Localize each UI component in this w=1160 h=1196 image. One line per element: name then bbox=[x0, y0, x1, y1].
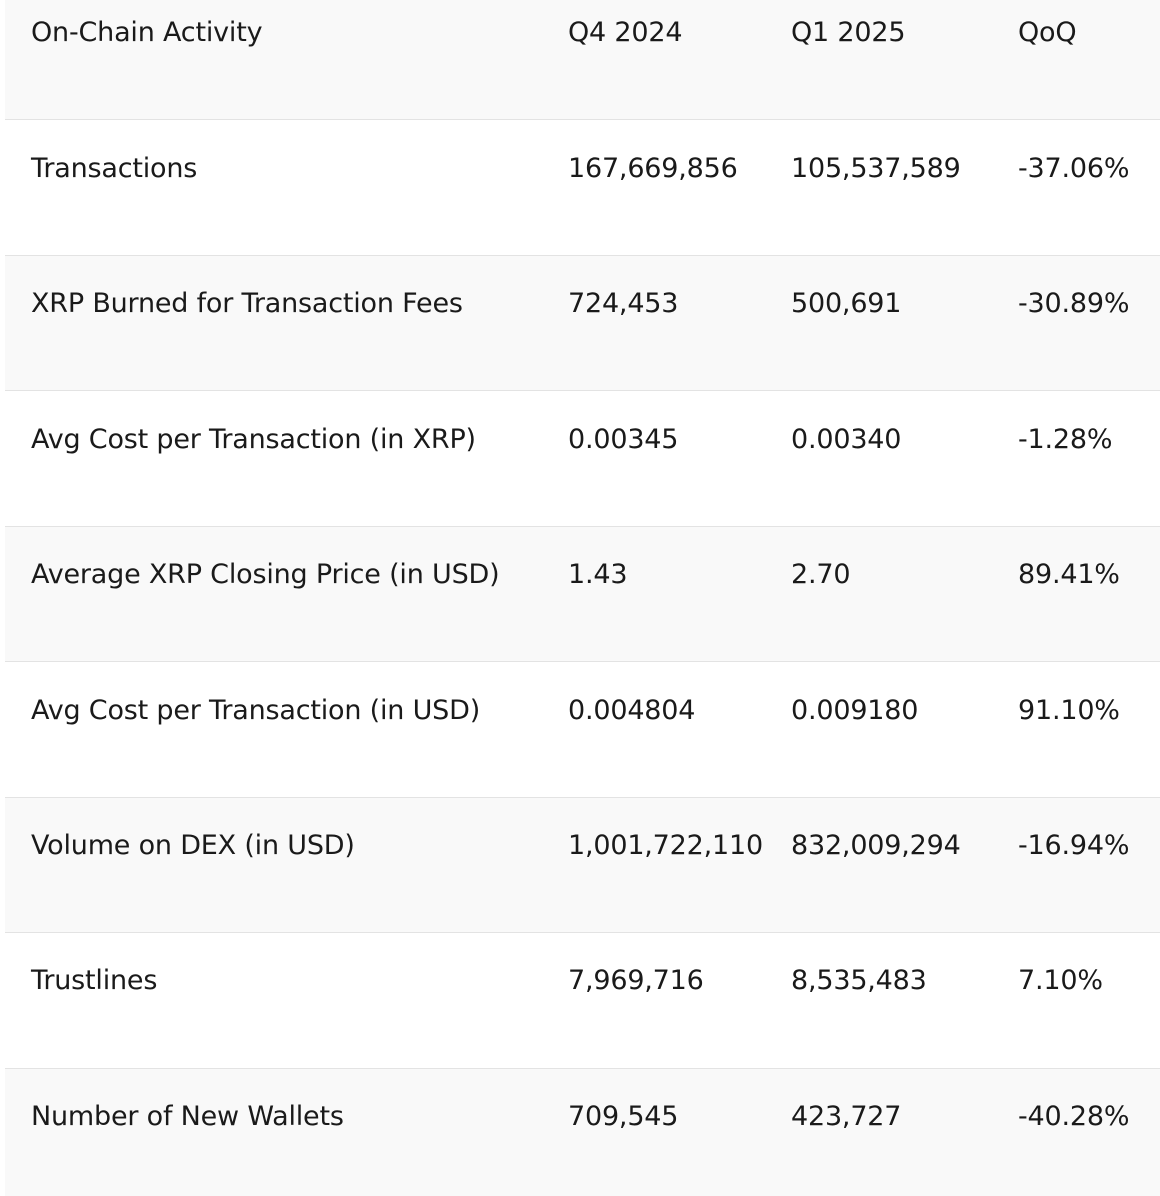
row-label: Number of New Wallets bbox=[31, 1101, 344, 1132]
table-row: Number of New Wallets 709,545 423,727 -4… bbox=[5, 1068, 1160, 1196]
row-value-q4-2024: 1.43 bbox=[568, 559, 628, 590]
header-cell-q4-2024: Q4 2024 bbox=[568, 17, 683, 48]
row-value-q4-2024: 0.004804 bbox=[568, 695, 696, 726]
header-cell-qoq: QoQ bbox=[1018, 17, 1077, 48]
table-header-row: On-Chain Activity Q4 2024 Q1 2025 QoQ bbox=[5, 0, 1160, 119]
row-value-qoq: 89.41% bbox=[1018, 559, 1120, 590]
table-row: XRP Burned for Transaction Fees 724,453 … bbox=[5, 255, 1160, 390]
table-row: Avg Cost per Transaction (in USD) 0.0048… bbox=[5, 661, 1160, 797]
row-label: Trustlines bbox=[31, 965, 158, 996]
row-value-q1-2025: 2.70 bbox=[791, 559, 851, 590]
row-label: Average XRP Closing Price (in USD) bbox=[31, 559, 500, 590]
row-value-qoq: -30.89% bbox=[1018, 288, 1130, 319]
on-chain-activity-table: On-Chain Activity Q4 2024 Q1 2025 QoQ Tr… bbox=[5, 0, 1160, 1196]
row-value-q4-2024: 167,669,856 bbox=[568, 153, 738, 184]
table-row: Volume on DEX (in USD) 1,001,722,110 832… bbox=[5, 797, 1160, 932]
row-value-q1-2025: 423,727 bbox=[791, 1101, 902, 1132]
row-value-q4-2024: 0.00345 bbox=[568, 424, 679, 455]
table-row: Transactions 167,669,856 105,537,589 -37… bbox=[5, 119, 1160, 255]
row-value-qoq: 91.10% bbox=[1018, 695, 1120, 726]
row-value-q1-2025: 8,535,483 bbox=[791, 965, 927, 996]
row-value-qoq: -1.28% bbox=[1018, 424, 1113, 455]
row-value-q4-2024: 7,969,716 bbox=[568, 965, 704, 996]
header-cell-q1-2025: Q1 2025 bbox=[791, 17, 906, 48]
row-label: Transactions bbox=[31, 153, 198, 184]
row-value-q4-2024: 709,545 bbox=[568, 1101, 679, 1132]
table-row: Avg Cost per Transaction (in XRP) 0.0034… bbox=[5, 390, 1160, 526]
row-label: Volume on DEX (in USD) bbox=[31, 830, 355, 861]
row-value-qoq: -40.28% bbox=[1018, 1101, 1130, 1132]
row-value-q1-2025: 105,537,589 bbox=[791, 153, 961, 184]
row-value-q1-2025: 500,691 bbox=[791, 288, 902, 319]
row-label: Avg Cost per Transaction (in USD) bbox=[31, 695, 481, 726]
row-label: XRP Burned for Transaction Fees bbox=[31, 288, 463, 319]
table-row: Trustlines 7,969,716 8,535,483 7.10% bbox=[5, 932, 1160, 1068]
row-label: Avg Cost per Transaction (in XRP) bbox=[31, 424, 476, 455]
row-value-q1-2025: 0.00340 bbox=[791, 424, 902, 455]
row-value-qoq: 7.10% bbox=[1018, 965, 1103, 996]
row-value-q4-2024: 724,453 bbox=[568, 288, 679, 319]
table-row: Average XRP Closing Price (in USD) 1.43 … bbox=[5, 526, 1160, 661]
row-value-qoq: -37.06% bbox=[1018, 153, 1130, 184]
row-value-q1-2025: 832,009,294 bbox=[791, 830, 961, 861]
row-value-q1-2025: 0.009180 bbox=[791, 695, 919, 726]
header-cell-activity: On-Chain Activity bbox=[31, 17, 263, 48]
row-value-q4-2024: 1,001,722,110 bbox=[568, 830, 763, 861]
row-value-qoq: -16.94% bbox=[1018, 830, 1130, 861]
